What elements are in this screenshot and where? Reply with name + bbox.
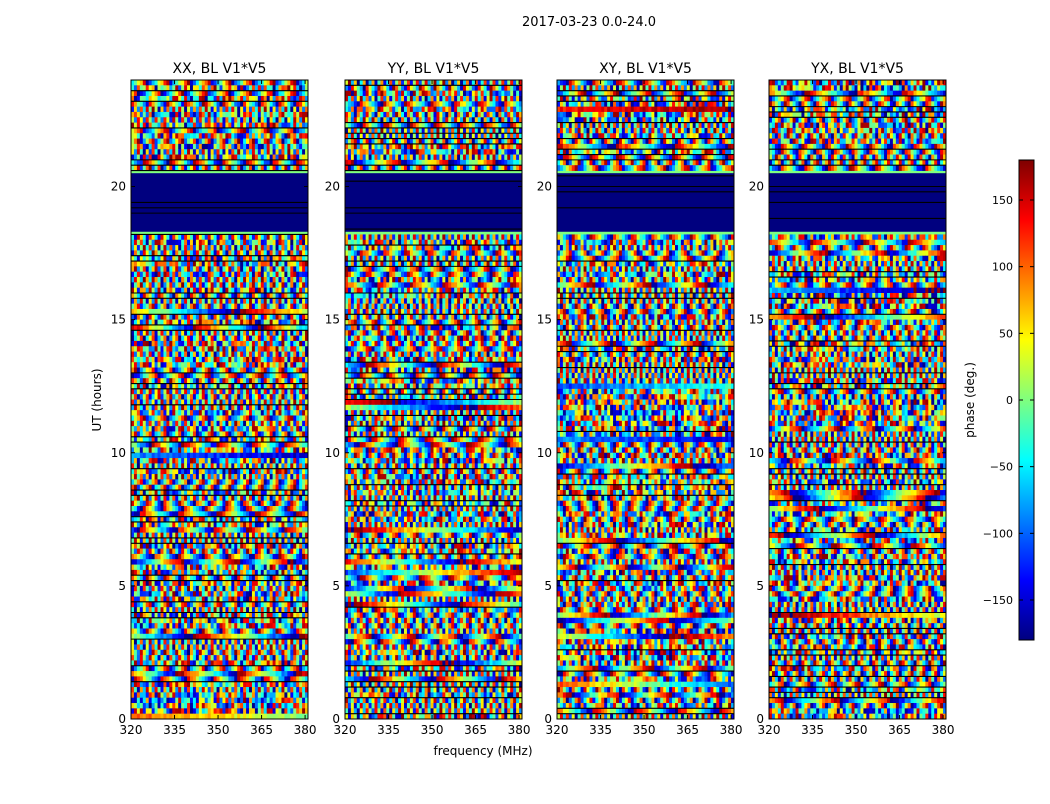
y-tick-label: 15: [325, 313, 340, 327]
colorbar-tick-label: −150: [983, 594, 1013, 607]
colorbar-tick-label: −50: [990, 461, 1013, 474]
x-tick-label: 365: [888, 723, 911, 737]
panel-title: YX, BL V1*V5: [810, 61, 904, 77]
x-tick-label: 335: [163, 723, 186, 737]
colorbar-label: phase (deg.): [963, 362, 977, 438]
colorbar-tick-label: 50: [999, 327, 1013, 340]
phase-heatmap: [557, 80, 734, 719]
x-tick-label: 335: [589, 723, 612, 737]
panel-title: XY, BL V1*V5: [599, 61, 692, 77]
x-tick-label: 365: [676, 723, 699, 737]
y-tick-label: 10: [749, 446, 764, 460]
figure-title: 2017-03-23 0.0-24.0: [522, 15, 656, 30]
y-tick-label: 15: [537, 313, 552, 327]
y-tick-label: 20: [325, 180, 340, 194]
x-tick-label: 365: [464, 723, 487, 737]
y-tick-label: 15: [749, 313, 764, 327]
x-tick-label: 365: [250, 723, 273, 737]
x-tick-label: 350: [633, 723, 656, 737]
colorbar: 150 100 50 0 −50 −100 −150 phase (deg.): [963, 160, 1034, 640]
colorbar-tick-label: 150: [992, 194, 1013, 207]
y-tick-label: 0: [544, 712, 552, 726]
y-tick-label: 15: [111, 313, 126, 327]
colorbar-tick-label: −100: [983, 527, 1013, 540]
y-tick-label: 20: [111, 180, 126, 194]
phase-heatmap: [345, 80, 522, 719]
y-tick-label: 5: [118, 579, 126, 593]
y-tick-label: 20: [749, 180, 764, 194]
y-tick-label: 0: [118, 712, 126, 726]
x-tick-label: 380: [932, 723, 955, 737]
x-tick-label: 350: [421, 723, 444, 737]
panel-title: YY, BL V1*V5: [387, 61, 480, 77]
x-tick-label: 380: [720, 723, 743, 737]
y-tick-label: 0: [756, 712, 764, 726]
y-tick-label: 10: [537, 446, 552, 460]
x-tick-label: 380: [508, 723, 531, 737]
flagged-band: [345, 173, 522, 232]
x-tick-label: 350: [845, 723, 868, 737]
y-tick-label: 20: [537, 180, 552, 194]
y-tick-label: 10: [325, 446, 340, 460]
y-tick-label: 5: [756, 579, 764, 593]
y-tick-label: 10: [111, 446, 126, 460]
flagged-band: [557, 173, 734, 232]
y-tick-label: 0: [332, 712, 340, 726]
x-tick-label: 350: [207, 723, 230, 737]
panel-title: XX, BL V1*V5: [173, 61, 267, 77]
x-tick-label: 335: [801, 723, 824, 737]
phase-heatmap: [131, 80, 308, 719]
x-tick-label: 335: [377, 723, 400, 737]
y-tick-label: 5: [332, 579, 340, 593]
phase-heatmap: [769, 80, 946, 719]
colorbar-tick-label: 0: [1006, 394, 1013, 407]
x-tick-label: 380: [294, 723, 317, 737]
colorbar-tick-label: 100: [992, 261, 1013, 274]
y-axis-label: UT (hours): [90, 368, 104, 431]
y-tick-label: 5: [544, 579, 552, 593]
x-axis-label: frequency (MHz): [433, 744, 532, 758]
